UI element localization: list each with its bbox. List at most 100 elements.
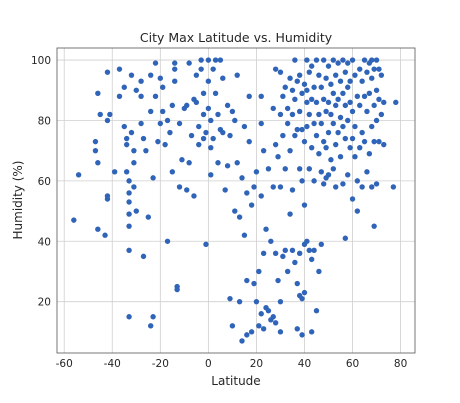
x-tick-label: 0	[205, 358, 212, 370]
data-point	[227, 295, 233, 302]
data-point	[359, 129, 365, 136]
data-point	[220, 75, 226, 81]
data-point	[116, 93, 123, 100]
data-point	[104, 196, 111, 202]
data-point	[95, 90, 101, 96]
data-point	[345, 117, 351, 124]
data-point	[232, 208, 238, 214]
data-point	[164, 117, 171, 124]
data-point	[311, 120, 317, 127]
data-point	[140, 135, 147, 142]
data-point	[131, 147, 137, 154]
data-point	[313, 57, 320, 63]
data-point	[335, 129, 341, 136]
data-point	[131, 184, 137, 190]
data-point	[126, 190, 132, 196]
data-point	[345, 60, 351, 66]
data-point	[373, 181, 380, 187]
data-point	[323, 75, 329, 81]
data-point	[349, 108, 356, 115]
data-point	[234, 72, 240, 78]
data-point	[126, 223, 132, 229]
data-point	[373, 57, 380, 63]
data-point	[347, 144, 353, 151]
data-point	[256, 323, 262, 329]
data-point	[275, 154, 281, 160]
data-point	[248, 329, 255, 335]
data-point	[366, 90, 373, 96]
data-point	[393, 99, 399, 106]
data-point	[150, 175, 156, 181]
data-point	[224, 163, 231, 169]
data-point	[357, 102, 363, 109]
data-point	[320, 96, 327, 103]
data-point	[323, 108, 329, 115]
data-point	[330, 166, 337, 172]
data-point	[116, 66, 123, 72]
data-point	[236, 214, 243, 220]
data-point	[357, 144, 363, 151]
data-point	[282, 84, 288, 90]
data-point	[234, 160, 240, 166]
data-point	[126, 178, 132, 184]
data-point	[287, 75, 293, 81]
data-point	[246, 93, 252, 100]
data-point	[306, 111, 312, 118]
data-point	[371, 102, 377, 109]
data-point	[294, 326, 300, 332]
data-point	[306, 166, 312, 172]
data-point	[289, 111, 296, 118]
data-point	[342, 102, 349, 109]
x-tick-label: -40	[104, 358, 121, 370]
gridlines	[57, 48, 415, 353]
data-point	[354, 178, 361, 184]
data-point	[299, 332, 305, 338]
data-point	[174, 286, 180, 293]
data-point	[169, 169, 176, 175]
data-point	[212, 90, 219, 96]
data-point	[200, 90, 207, 96]
data-point	[203, 241, 209, 247]
data-point	[205, 57, 212, 63]
data-point	[320, 138, 327, 145]
data-point	[289, 187, 296, 193]
data-point	[340, 123, 346, 130]
data-point	[164, 238, 171, 244]
data-point	[296, 108, 303, 115]
data-point	[198, 57, 204, 63]
data-point	[323, 144, 329, 151]
y-axis-ticks: 20 40 60 80 100	[31, 55, 51, 309]
data-point	[301, 81, 308, 87]
data-point	[203, 129, 209, 136]
data-points	[71, 57, 399, 344]
data-point	[208, 172, 214, 178]
data-point	[220, 129, 226, 136]
data-point	[333, 141, 339, 148]
data-point	[330, 57, 337, 63]
data-point	[210, 135, 216, 142]
data-point	[335, 96, 341, 103]
data-point	[308, 63, 315, 69]
data-point	[354, 93, 361, 100]
data-point	[299, 126, 305, 133]
chart-title: City Max Latitude vs. Humidity	[140, 30, 333, 45]
data-point	[292, 132, 298, 139]
x-tick-label: -60	[56, 358, 73, 370]
data-point	[292, 57, 298, 63]
plot-frame	[56, 47, 416, 354]
data-point	[325, 99, 332, 106]
data-point	[308, 329, 315, 335]
data-point	[369, 184, 375, 190]
data-point	[284, 268, 291, 275]
data-point	[333, 184, 339, 190]
data-point	[126, 199, 132, 205]
data-point	[272, 320, 279, 326]
data-point	[265, 166, 272, 172]
data-point	[92, 147, 99, 154]
data-point	[296, 250, 303, 257]
data-point	[292, 96, 298, 103]
data-point	[287, 211, 293, 217]
data-point	[229, 108, 236, 115]
data-point	[244, 332, 250, 338]
data-point	[369, 75, 375, 81]
